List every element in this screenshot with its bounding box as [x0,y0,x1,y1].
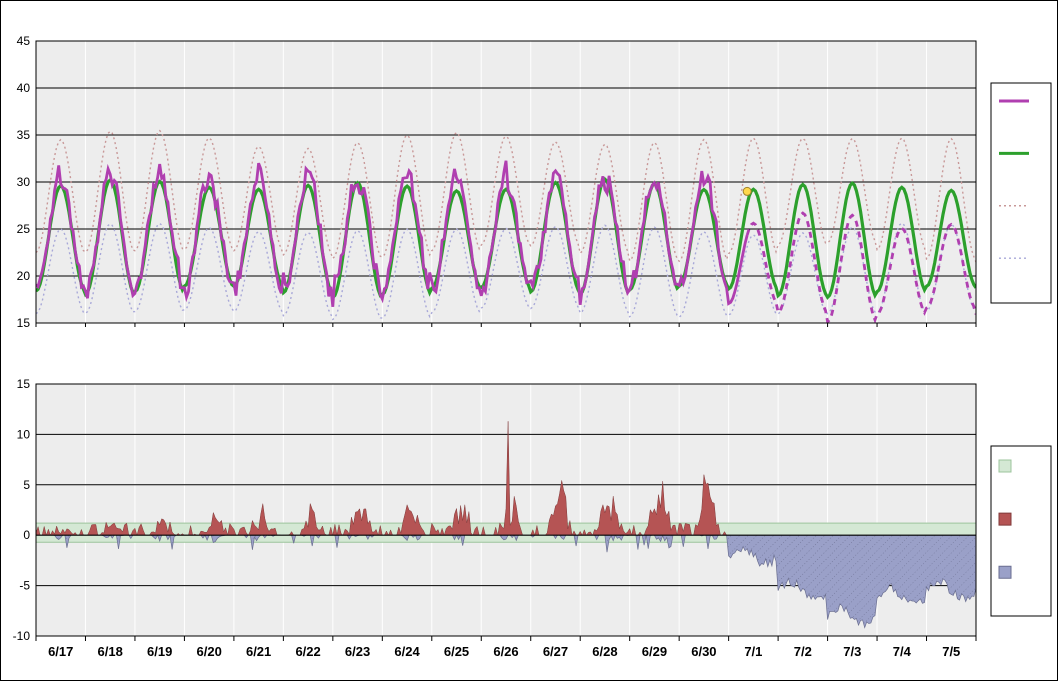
xtick-label: 7/3 [843,644,861,659]
ytick-label: 25 [17,222,31,236]
xtick-label: 7/2 [794,644,812,659]
ytick-label: 0 [23,528,30,542]
xtick-label: 7/1 [744,644,762,659]
xtick-label: 6/28 [592,644,617,659]
legend-bottom-swatch [999,513,1011,525]
ytick-label: 15 [17,377,31,391]
legend-top-box [991,83,1051,303]
chart-frame: { "layout": { "width": 1058, "height": 6… [0,0,1058,681]
ytick-label: 30 [17,175,31,189]
ytick-label: 40 [17,81,31,95]
xtick-label: 6/19 [147,644,172,659]
chart-svg: 15 20 25 30 35 40 45 -10 -5 0 5 10 15 6/17 6/18 6/19 6/2… [1,1,1058,682]
xtick-label: 6/22 [295,644,320,659]
xtick-label: 6/26 [493,644,518,659]
ytick-label: 20 [17,269,31,283]
ytick-label: 10 [17,427,31,441]
xtick-label: 6/21 [246,644,271,659]
current-marker [743,187,751,195]
ytick-label: -10 [13,629,31,643]
xtick-label: 6/30 [691,644,716,659]
legend-bottom-swatch [999,566,1011,578]
ytick-label: -5 [19,579,30,593]
ytick-label: 15 [17,316,31,330]
ytick-label: 35 [17,128,31,142]
legend-bottom-swatch [999,460,1011,472]
xtick-label: 7/4 [893,644,912,659]
xtick-label: 6/29 [642,644,667,659]
xtick-label: 6/25 [444,644,469,659]
xtick-label: 6/18 [98,644,123,659]
xtick-label: 7/5 [942,644,960,659]
ytick-label: 45 [17,34,31,48]
xtick-label: 6/17 [48,644,73,659]
ytick-label: 5 [23,478,30,492]
xtick-label: 6/27 [543,644,568,659]
xtick-label: 6/24 [394,644,420,659]
xtick-label: 6/20 [197,644,222,659]
xtick-label: 6/23 [345,644,370,659]
